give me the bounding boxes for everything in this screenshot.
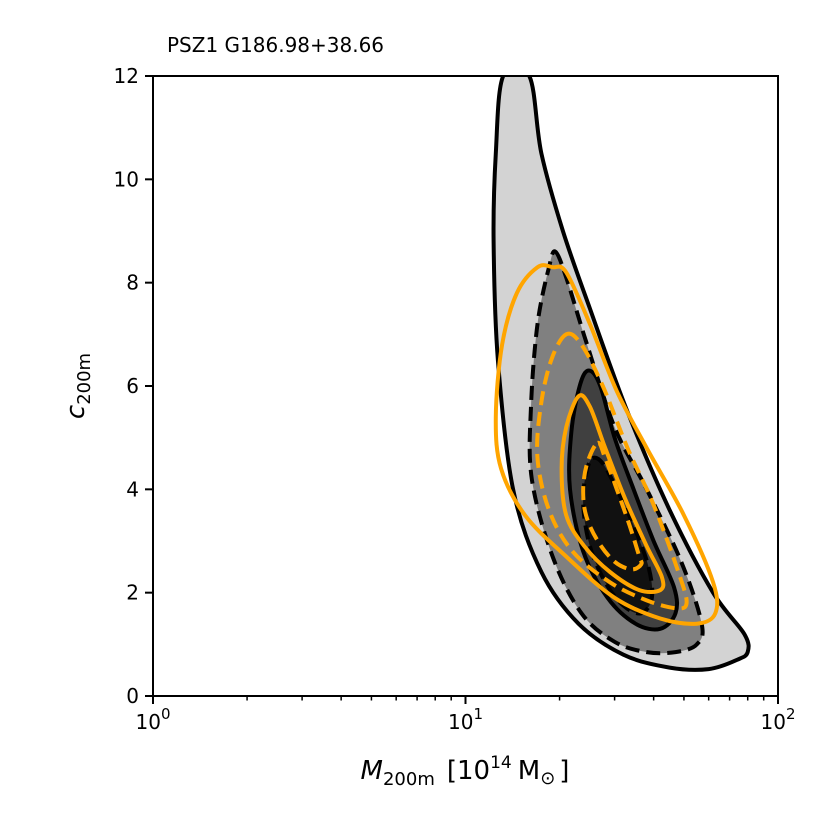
y-axis-label-symbol: c [61, 405, 91, 419]
x-axis-label-symbol: M [361, 756, 383, 786]
y-tick-label: 8 [126, 271, 139, 295]
x-tick-label: 101 [448, 705, 483, 734]
x-tick-label: 102 [761, 705, 796, 734]
contours-layer [491, 76, 751, 672]
x-axis-label-unit-symbol: ⊙ [540, 768, 555, 789]
chart-title: PSZ1 G186.98+38.66 [167, 33, 384, 57]
y-axis-label-subscript: 200m [74, 353, 95, 405]
x-axis-label-bracket-close: ] [559, 756, 569, 786]
y-tick-label: 4 [126, 477, 139, 501]
contour-orange-outer [493, 263, 720, 626]
ticks-layer: 0 2 4 6 8 10 12 100 101 102 [114, 64, 796, 734]
x-tick-label: 100 [136, 705, 171, 734]
y-tick-label: 10 [114, 167, 139, 191]
x-axis-label: M200m [1014 M⊙] [361, 753, 570, 790]
y-tick-label: 0 [126, 684, 139, 708]
y-tick-label: 6 [126, 374, 139, 398]
contour-orange-inner [559, 393, 666, 595]
x-axis-label-subscript: 200m [383, 769, 435, 790]
y-axis-label: c200m [61, 353, 95, 419]
y-tick-label: 12 [114, 64, 139, 88]
y-tick-label: 2 [126, 581, 139, 605]
x-axis-label-exponent: 14 [490, 753, 512, 773]
contour-orange-mid-dashed [535, 331, 689, 611]
x-axis-label-unit: M [518, 756, 540, 786]
x-axis-label-bracket-open: [10 [447, 756, 490, 786]
contour-orange-core-dashed [581, 440, 644, 572]
